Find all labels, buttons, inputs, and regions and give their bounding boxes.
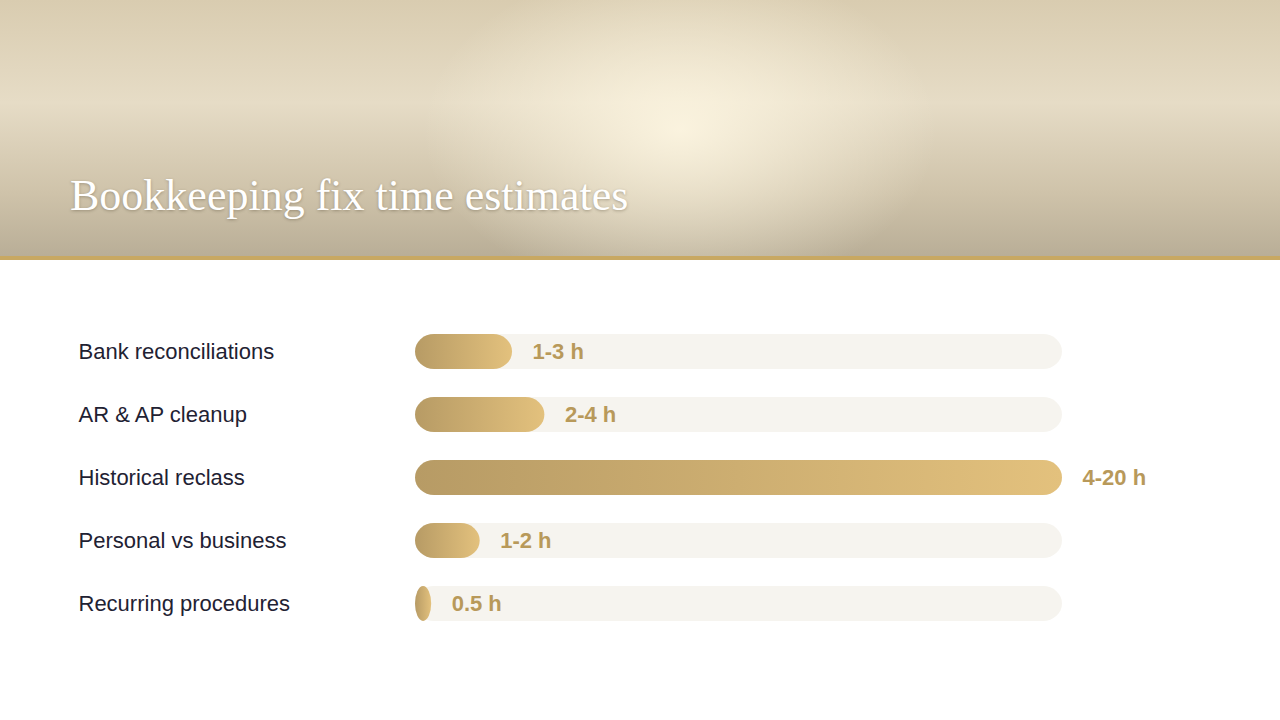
svg-text:Bank reconciliations: Bank reconciliations [79,339,275,364]
svg-text:AR & AP cleanup: AR & AP cleanup [79,402,247,427]
svg-text:4-20 h: 4-20 h [1083,465,1147,490]
svg-text:Recurring procedures: Recurring procedures [79,591,291,616]
svg-text:1-3 h: 1-3 h [533,339,584,364]
svg-text:0.5 h: 0.5 h [452,591,502,616]
svg-text:1-2 h: 1-2 h [500,528,551,553]
svg-text:Personal vs business: Personal vs business [79,528,287,553]
html-text:Bookkeeping fix time estimates: Bookkeeping fix time estimates [70,171,629,220]
svg-text:Historical reclass: Historical reclass [79,465,245,490]
svg-text:2-4 h: 2-4 h [565,402,616,427]
